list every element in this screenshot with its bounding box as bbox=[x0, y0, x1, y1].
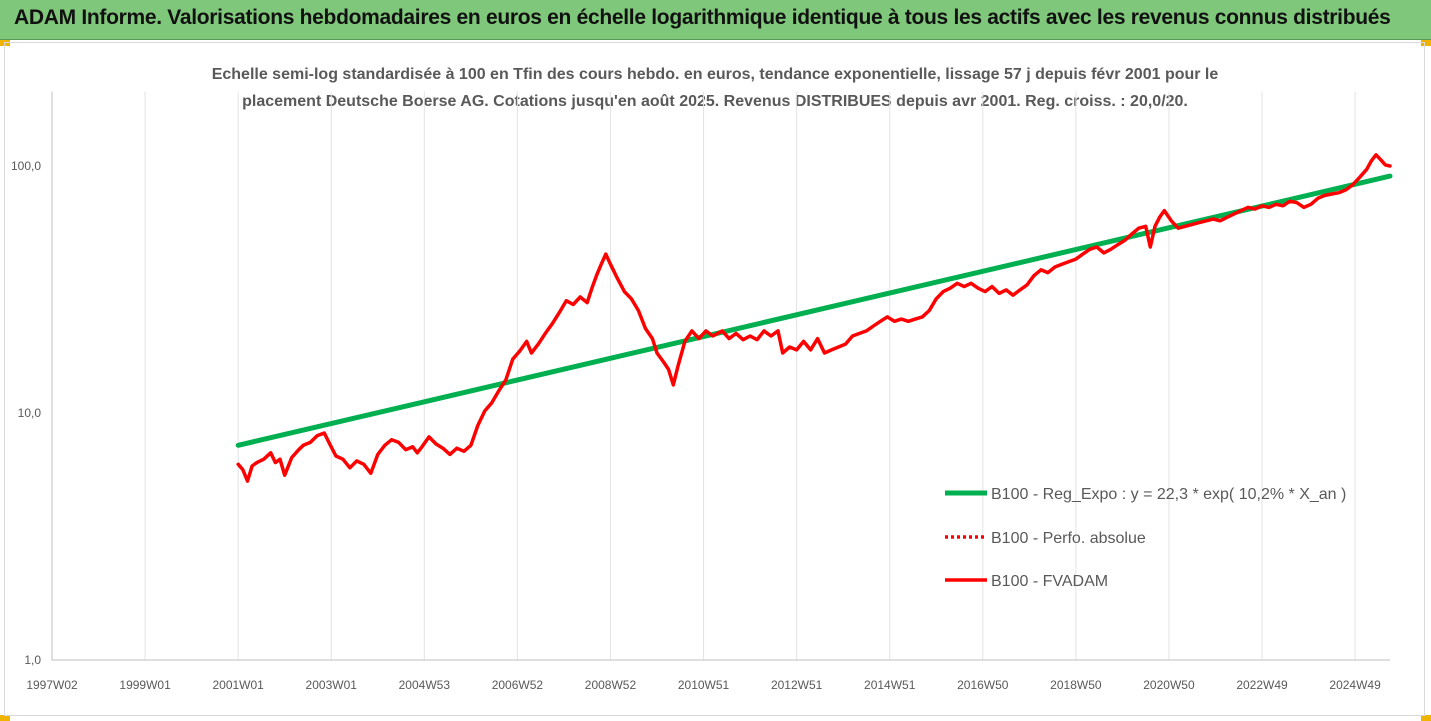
page-title: ADAM Informe. Valorisations hebdomadaire… bbox=[14, 6, 1391, 29]
x-tick-label: 2024W49 bbox=[1329, 678, 1381, 692]
x-tick-label: 2022W49 bbox=[1236, 678, 1288, 692]
x-tick-label: 1999W01 bbox=[119, 678, 171, 692]
chart-frame bbox=[4, 42, 1425, 716]
x-tick-label: 2003W01 bbox=[306, 678, 358, 692]
chart-subtitle-line-2: placement Deutsche Boerse AG. Cotations … bbox=[242, 93, 1188, 110]
x-tick-label: 2008W52 bbox=[585, 678, 637, 692]
y-tick-label: 100,0 bbox=[11, 159, 41, 173]
legend-label: B100 - FVADAM bbox=[991, 573, 1108, 590]
x-tick-label: 2014W51 bbox=[864, 678, 916, 692]
x-tick-label: 2010W51 bbox=[678, 678, 730, 692]
x-tick-label: 2012W51 bbox=[771, 678, 823, 692]
x-tick-label: 2018W50 bbox=[1050, 678, 1102, 692]
corner-accent-bottom-left bbox=[0, 715, 10, 721]
x-tick-label: 2016W50 bbox=[957, 678, 1009, 692]
x-tick-label: 1997W02 bbox=[26, 678, 78, 692]
x-tick-label: 2001W01 bbox=[212, 678, 264, 692]
header-banner: ADAM Informe. Valorisations hebdomadaire… bbox=[0, 0, 1431, 40]
corner-accent-top-left bbox=[0, 40, 10, 46]
legend-label: B100 - Perfo. absolue bbox=[991, 530, 1146, 547]
legend-label: B100 - Reg_Expo : y = 22,3 * exp( 10,2% … bbox=[991, 486, 1346, 503]
corner-accent-top-right bbox=[1421, 40, 1431, 46]
x-tick-label: 2006W52 bbox=[492, 678, 544, 692]
x-tick-label: 2004W53 bbox=[399, 678, 451, 692]
fvadam-line bbox=[236, 153, 1392, 483]
x-tick-label: 2020W50 bbox=[1143, 678, 1195, 692]
chart-subtitle-line-1: Echelle semi-log standardisée à 100 en T… bbox=[211, 66, 1219, 83]
y-tick-label: 10,0 bbox=[18, 406, 42, 420]
corner-accent-bottom-right bbox=[1421, 715, 1431, 721]
regression-line bbox=[235, 173, 1393, 448]
y-tick-label: 1,0 bbox=[24, 653, 41, 667]
